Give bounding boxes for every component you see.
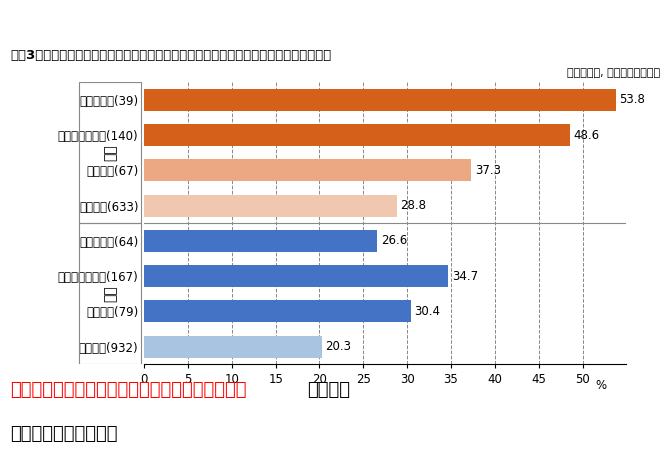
Text: 20.3: 20.3: [326, 340, 352, 353]
Text: 28.8: 28.8: [400, 199, 426, 212]
Bar: [79, 223, 141, 364]
Bar: [144, 124, 570, 146]
Text: 30.4: 30.4: [414, 305, 440, 318]
Text: 若者は、: 若者は、: [307, 381, 350, 399]
Bar: [144, 195, 397, 217]
Bar: [144, 159, 471, 181]
Bar: [144, 265, 448, 287]
Text: 採用前の情報と実際の労働条件が一致しなかった: 採用前の情報と実際の労働条件が一致しなかった: [10, 381, 247, 399]
Bar: [79, 82, 141, 223]
Text: ①　採用前に提供された情報(労働条件等)は正確であったか: ① 採用前に提供された情報(労働条件等)は正確であったか: [10, 15, 255, 30]
Text: 女性: 女性: [103, 144, 117, 161]
Text: 男性: 男性: [103, 285, 117, 302]
Text: %: %: [596, 379, 607, 392]
Text: 53.8: 53.8: [620, 94, 645, 106]
Text: 48.6: 48.6: [574, 129, 600, 141]
Text: 26.6: 26.6: [381, 235, 407, 247]
Bar: [144, 336, 322, 358]
Text: 図表3　「採用前の情報と入職後３ヶ月間の現実が一致しなかった人」の３年以内離職率: 図表3 「採用前の情報と入職後３ヶ月間の現実が一致しなかった人」の３年以内離職率: [10, 49, 331, 63]
Text: ３年以内離職率が高い: ３年以内離職率が高い: [10, 425, 117, 443]
Bar: [144, 230, 377, 252]
Text: （単位：％, 丸括弧内は人数）: （単位：％, 丸括弧内は人数）: [567, 68, 660, 78]
Text: 34.7: 34.7: [452, 270, 478, 282]
Bar: [144, 89, 616, 111]
Text: 37.3: 37.3: [475, 164, 500, 177]
Bar: [144, 300, 411, 322]
